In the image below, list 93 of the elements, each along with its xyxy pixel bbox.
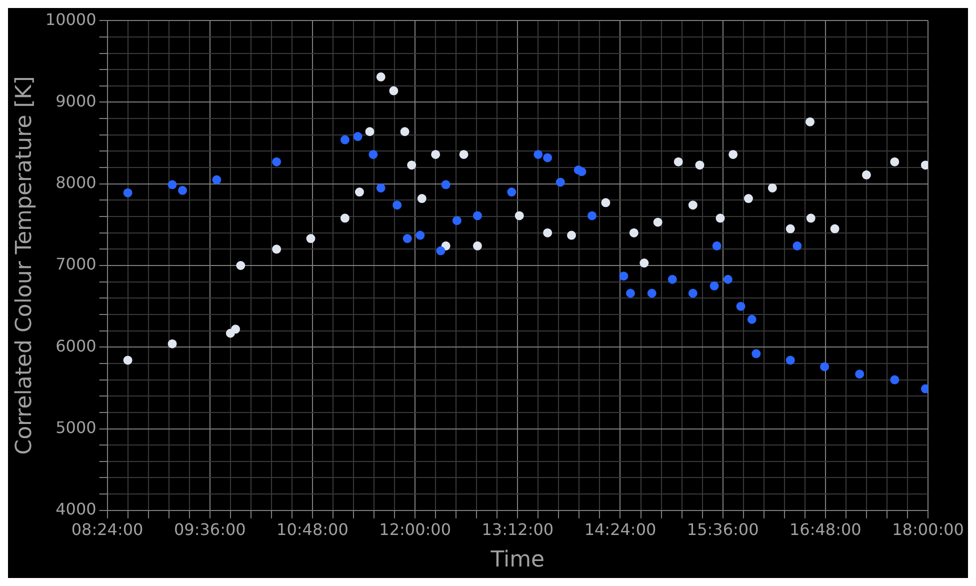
point [417,194,426,204]
point [178,186,188,195]
point [368,150,378,159]
y-tick-label: 10000 [45,10,96,29]
point [744,194,753,204]
point [514,211,524,220]
point [376,183,386,192]
point [556,178,565,187]
y-tick-label: 6000 [56,336,96,356]
point [507,188,516,197]
point [855,370,864,379]
x-tick-label: 08:24:00 [71,520,144,540]
point [588,211,597,220]
point [806,117,815,126]
point [168,339,177,348]
x-tick-label: 13:12:00 [482,520,554,540]
point [786,224,795,234]
point [416,230,425,240]
point [272,157,282,166]
point [472,241,482,250]
point [712,241,722,250]
point [123,188,132,198]
point [716,214,725,223]
point [123,356,132,365]
point [231,324,240,334]
y-axis-title: Correlated Colour Temperature [K] [12,76,37,455]
point [567,230,576,240]
y-tick-label: 5000 [56,418,96,437]
point [647,288,656,298]
point [365,127,374,136]
point [577,167,586,176]
point [306,234,316,244]
point [402,234,412,244]
point [340,135,350,144]
point [752,349,761,358]
point [543,228,552,238]
point [792,241,802,250]
point [820,362,830,372]
x-tick-label: 14:24:00 [584,520,656,540]
point [629,228,638,238]
point [400,127,410,136]
point [786,356,795,365]
point [431,150,440,159]
point [436,246,446,256]
point [534,150,543,159]
point [688,200,698,210]
x-tick-label: 09:36:00 [174,520,246,540]
point [626,288,635,298]
point [340,214,350,223]
point [736,302,746,311]
x-tick-label: 12:00:00 [379,520,451,540]
y-tick-label: 8000 [56,173,96,192]
point [407,160,416,170]
x-tick-label: 16:48:00 [789,520,862,540]
point [890,375,900,384]
point [688,288,698,298]
point [392,200,402,210]
point [710,281,719,290]
point [768,183,777,192]
point [452,216,462,226]
point [441,180,450,190]
point [862,170,871,180]
x-axis-title: Time [490,548,545,573]
point [472,211,482,220]
point [168,180,177,190]
point [653,218,662,227]
point [376,72,386,82]
point [601,198,610,208]
x-tick-label: 15:36:00 [686,520,759,540]
point [354,188,364,197]
point [353,132,362,142]
point [619,272,628,281]
point [890,157,900,166]
y-tick-label: 7000 [56,254,96,274]
point [830,224,840,234]
point [806,214,816,223]
point [543,153,552,162]
point [212,175,222,184]
point [272,244,282,254]
x-tick-label: 10:48:00 [276,520,348,540]
point [747,314,756,324]
point [728,150,738,159]
point [674,157,683,166]
point [668,274,677,284]
y-tick-label: 4000 [56,500,96,519]
point [640,258,649,268]
point [459,150,468,159]
point [723,274,732,284]
point [389,86,398,96]
point [236,261,246,270]
x-tick-label: 18:00:00 [892,520,964,540]
point [695,160,704,170]
y-tick-label: 9000 [56,91,96,110]
